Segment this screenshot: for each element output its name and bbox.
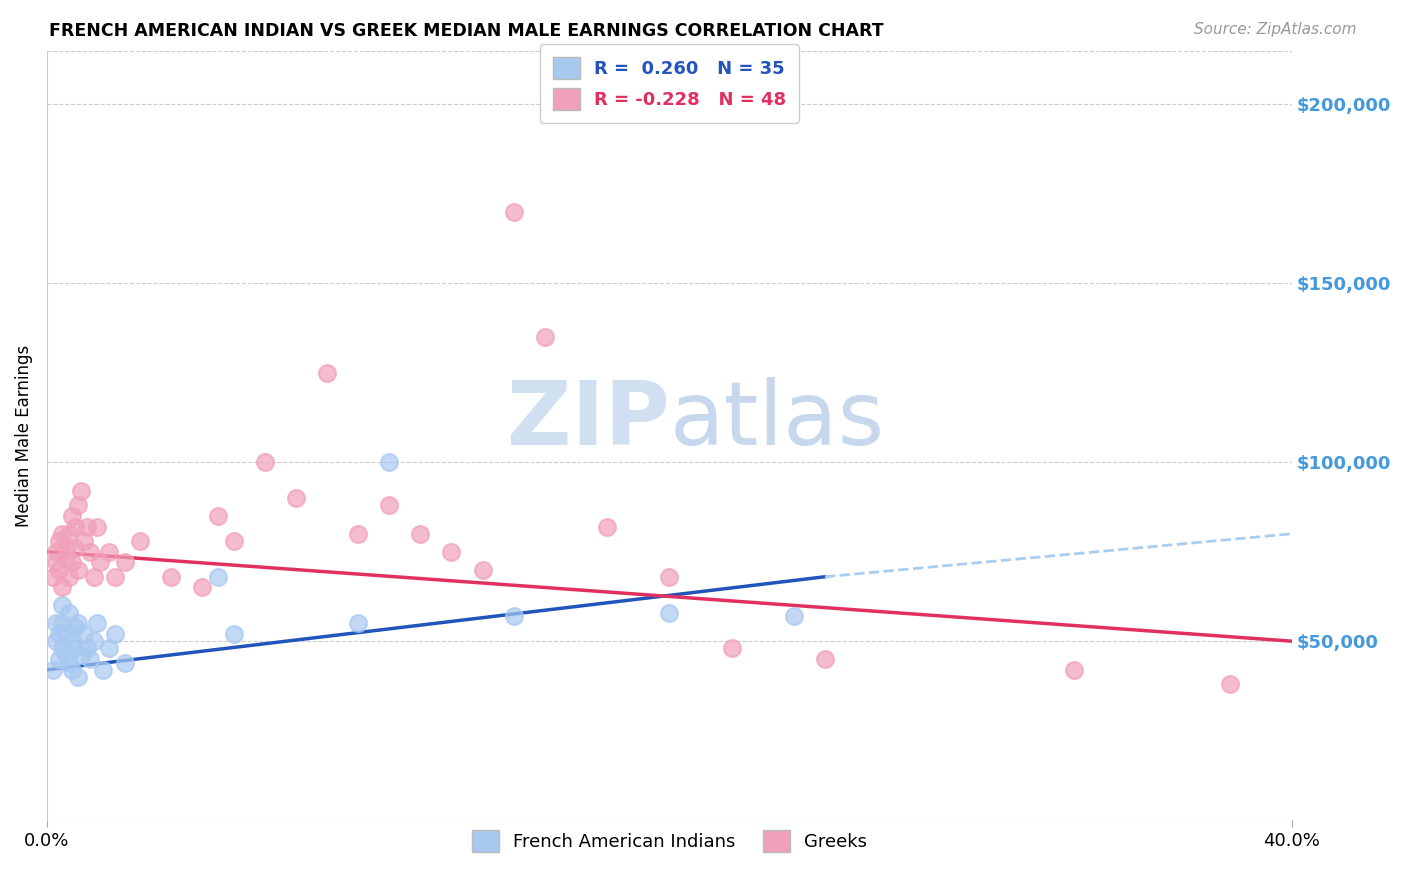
Point — [86, 616, 108, 631]
Point — [55, 552, 77, 566]
Point — [658, 606, 681, 620]
Point — [42, 570, 65, 584]
Point — [60, 556, 83, 570]
Point — [51, 581, 73, 595]
Point — [63, 620, 86, 634]
Point — [658, 570, 681, 584]
Point — [79, 545, 101, 559]
Point — [1063, 663, 1085, 677]
Text: ZIP: ZIP — [506, 376, 669, 464]
Point — [83, 634, 105, 648]
Point — [58, 526, 80, 541]
Point — [347, 526, 370, 541]
Point — [63, 641, 86, 656]
Point — [60, 634, 83, 648]
Point — [45, 634, 67, 648]
Y-axis label: Median Male Earnings: Median Male Earnings — [15, 344, 32, 526]
Point — [89, 556, 111, 570]
Point — [58, 606, 80, 620]
Point — [58, 656, 80, 670]
Point — [55, 648, 77, 663]
Point — [207, 570, 229, 584]
Text: Source: ZipAtlas.com: Source: ZipAtlas.com — [1194, 22, 1357, 37]
Point — [814, 652, 837, 666]
Point — [1218, 677, 1240, 691]
Point — [409, 526, 432, 541]
Point — [502, 204, 524, 219]
Point — [55, 541, 77, 555]
Point — [191, 581, 214, 595]
Point — [66, 670, 89, 684]
Point — [70, 648, 93, 663]
Text: FRENCH AMERICAN INDIAN VS GREEK MEDIAN MALE EARNINGS CORRELATION CHART: FRENCH AMERICAN INDIAN VS GREEK MEDIAN M… — [49, 22, 884, 40]
Point — [73, 627, 96, 641]
Point — [66, 563, 89, 577]
Point — [502, 609, 524, 624]
Point — [104, 627, 127, 641]
Point — [316, 366, 339, 380]
Point — [58, 570, 80, 584]
Point — [76, 641, 98, 656]
Point — [783, 609, 806, 624]
Point — [42, 663, 65, 677]
Point — [48, 563, 70, 577]
Point — [91, 663, 114, 677]
Point — [378, 455, 401, 469]
Point — [98, 545, 121, 559]
Point — [720, 641, 742, 656]
Point — [48, 533, 70, 548]
Point — [45, 556, 67, 570]
Point — [114, 656, 136, 670]
Point — [63, 541, 86, 555]
Point — [596, 519, 619, 533]
Point — [83, 570, 105, 584]
Point — [98, 641, 121, 656]
Point — [51, 526, 73, 541]
Point — [253, 455, 276, 469]
Point — [48, 652, 70, 666]
Point — [347, 616, 370, 631]
Text: atlas: atlas — [669, 376, 884, 464]
Point — [60, 663, 83, 677]
Legend: French American Indians, Greeks: French American Indians, Greeks — [458, 818, 880, 865]
Point — [60, 508, 83, 523]
Point — [378, 498, 401, 512]
Point — [55, 627, 77, 641]
Point — [471, 563, 494, 577]
Point — [73, 533, 96, 548]
Point — [79, 652, 101, 666]
Point — [222, 533, 245, 548]
Point — [222, 627, 245, 641]
Point — [63, 519, 86, 533]
Point — [160, 570, 183, 584]
Point — [207, 508, 229, 523]
Point — [51, 616, 73, 631]
Point — [440, 545, 463, 559]
Point — [51, 641, 73, 656]
Point — [45, 545, 67, 559]
Point — [86, 519, 108, 533]
Point — [66, 498, 89, 512]
Point — [66, 616, 89, 631]
Point — [45, 616, 67, 631]
Point — [284, 491, 307, 505]
Point — [114, 556, 136, 570]
Point — [534, 330, 557, 344]
Point — [51, 599, 73, 613]
Point — [104, 570, 127, 584]
Point — [70, 483, 93, 498]
Point — [76, 519, 98, 533]
Point — [48, 627, 70, 641]
Point — [129, 533, 152, 548]
